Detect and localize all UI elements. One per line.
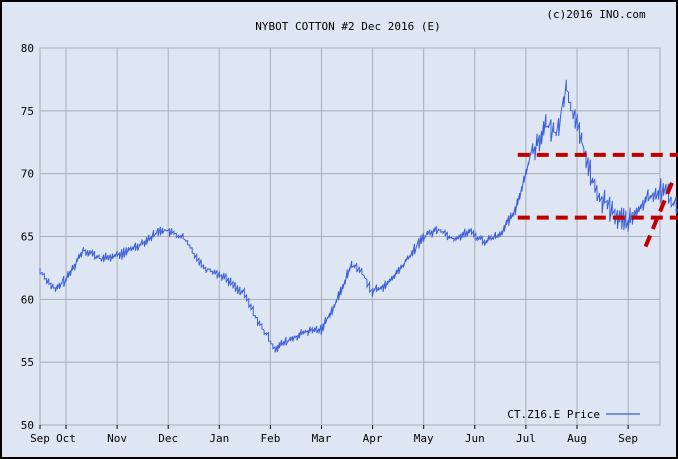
series-line xyxy=(39,79,678,353)
chart-title: NYBOT COTTON #2 Dec 2016 (E) xyxy=(255,20,440,33)
legend-label: CT.Z16.E Price xyxy=(507,408,600,421)
x-tick-label: Feb xyxy=(260,432,280,445)
x-tick-label: Oct xyxy=(56,432,76,445)
x-tick-label: Jun xyxy=(465,432,485,445)
y-tick-label: 60 xyxy=(21,293,34,306)
y-tick-label: 50 xyxy=(21,419,34,432)
x-tick-label: May xyxy=(414,432,434,445)
annotation-layer xyxy=(517,152,678,248)
legend: CT.Z16.E Price xyxy=(507,408,640,421)
x-tick-label: Apr xyxy=(363,432,383,445)
y-tick-label: 55 xyxy=(21,356,34,369)
x-tick-label: Sep xyxy=(618,432,638,445)
x-tick-label: Jul xyxy=(516,432,536,445)
series-layer xyxy=(39,79,678,353)
x-tick-label: Sep xyxy=(30,432,50,445)
y-tick-label: 80 xyxy=(21,42,34,55)
x-tick-label: Mar xyxy=(312,432,332,445)
copyright-label: (c)2016 INO.com xyxy=(546,8,646,21)
x-tick-label: Aug xyxy=(567,432,587,445)
x-tick-label: Dec xyxy=(158,432,178,445)
x-axis-ticks: Sep Oct Nov Dec Jan Feb Mar Apr May Jun Jul Aug Sep xyxy=(30,432,638,445)
x-tick-label: Nov xyxy=(107,432,127,445)
y-axis-ticks: 50 55 60 65 70 75 80 xyxy=(21,42,34,432)
y-tick-label: 70 xyxy=(21,168,34,181)
trend-line xyxy=(643,177,676,248)
grid xyxy=(39,47,661,429)
y-tick-label: 65 xyxy=(21,231,34,244)
y-tick-label: 75 xyxy=(21,105,34,118)
x-tick-label: Jan xyxy=(209,432,229,445)
